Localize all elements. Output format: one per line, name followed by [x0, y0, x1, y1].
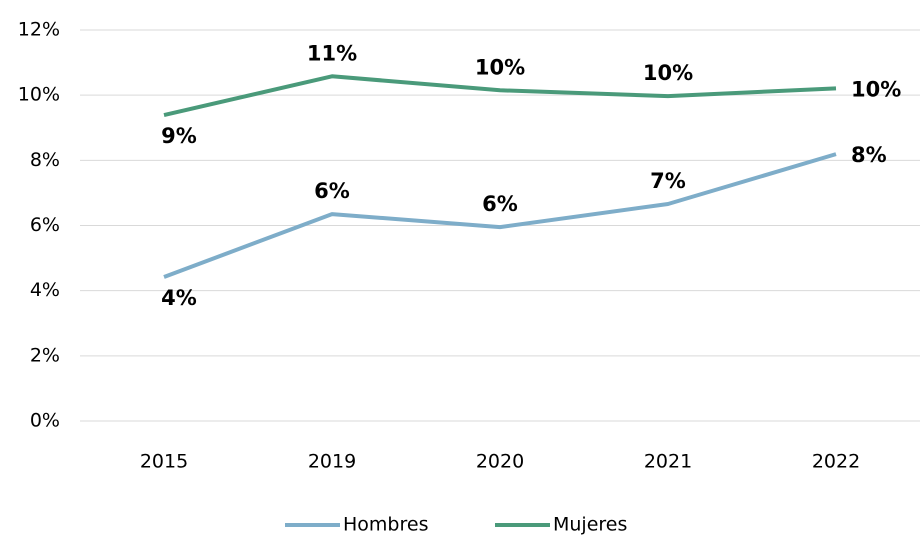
data-label: 7% [650, 169, 686, 193]
data-label: 10% [851, 77, 901, 101]
y-tick-label: 12% [18, 19, 60, 41]
series-line [163, 152, 837, 279]
series-line [163, 74, 837, 117]
x-tick-label: 2020 [476, 451, 524, 473]
y-tick-label: 10% [18, 84, 60, 106]
data-label: 6% [482, 192, 518, 216]
legend-label: Mujeres [553, 514, 627, 536]
y-tick-label: 0% [30, 410, 60, 432]
x-tick-label: 2021 [644, 451, 692, 473]
data-label: 10% [643, 61, 693, 85]
y-tick-label: 2% [30, 344, 60, 366]
x-tick-label: 2015 [140, 451, 188, 473]
data-label: 6% [314, 179, 350, 203]
y-tick-label: 8% [30, 149, 60, 171]
y-tick-label: 6% [30, 214, 60, 236]
y-tick-label: 4% [30, 279, 60, 301]
data-label: 10% [475, 55, 525, 79]
x-tick-label: 2019 [308, 451, 356, 473]
x-tick-label: 2022 [812, 451, 860, 473]
data-label: 4% [161, 286, 197, 310]
data-label: 11% [307, 41, 357, 65]
legend-label: Hombres [343, 514, 428, 536]
data-label: 8% [851, 143, 887, 167]
data-label: 9% [161, 124, 197, 148]
